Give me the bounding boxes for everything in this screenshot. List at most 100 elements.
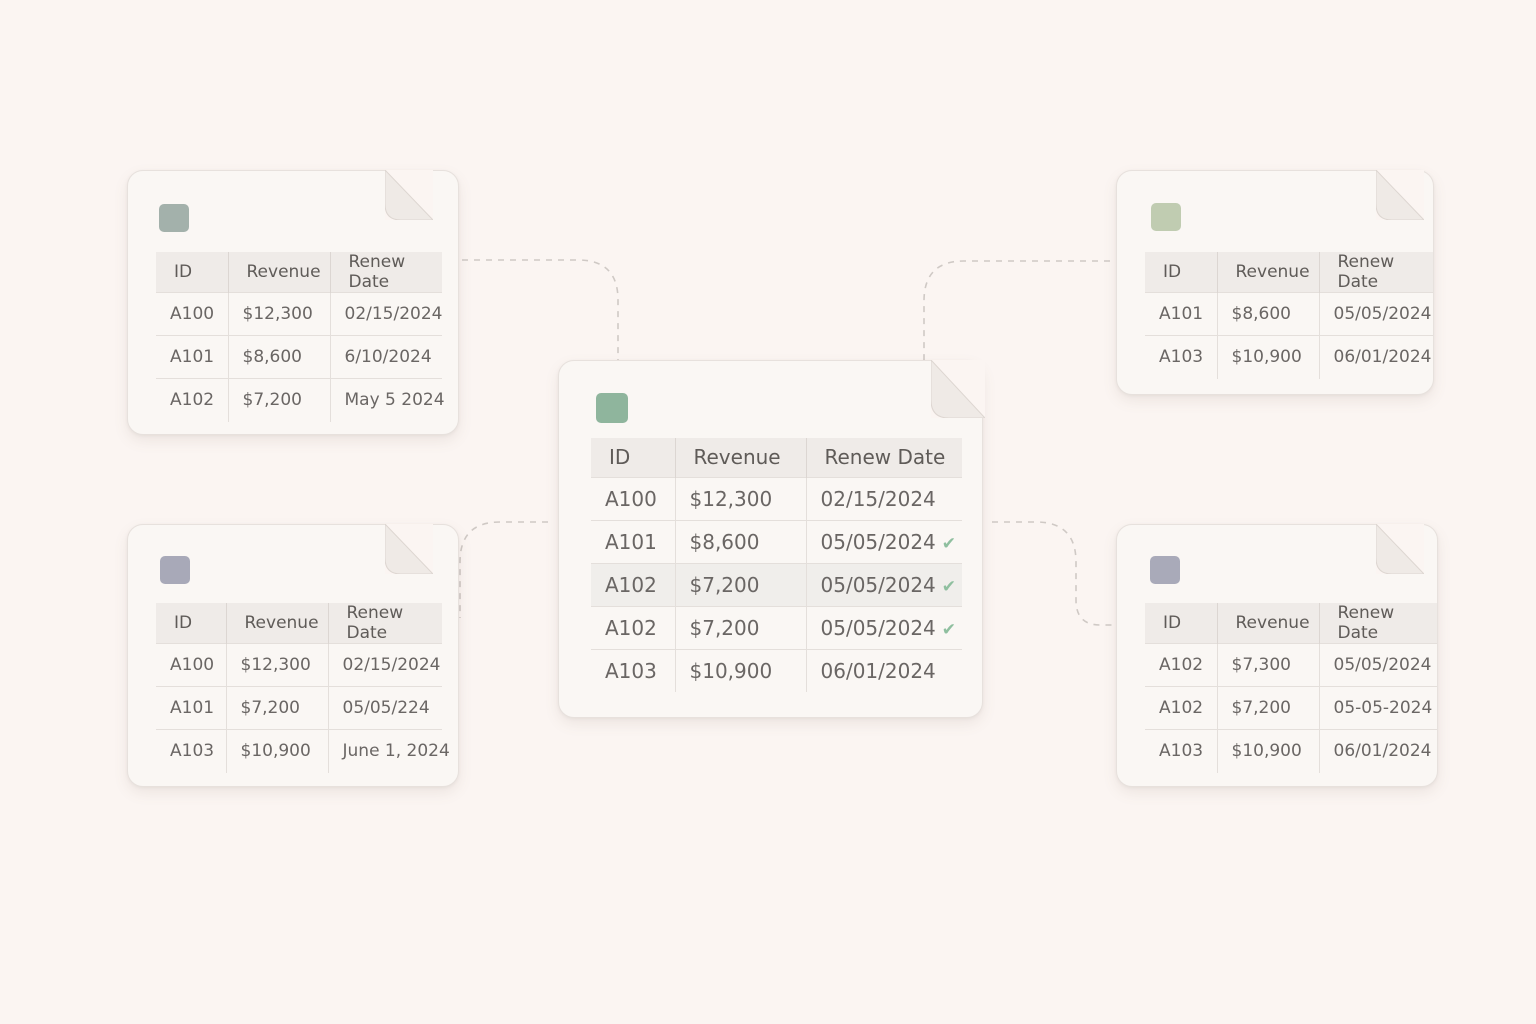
cell-revenue: $7,200 xyxy=(674,562,806,606)
table-row: A102 $7,200 05-05-2024 xyxy=(1145,686,1437,730)
check-icon: ✔ xyxy=(941,533,957,554)
table-row: A103 $10,900 06/01/2024 xyxy=(1145,335,1433,379)
cell-renew-date: June 1, 2024 xyxy=(327,729,450,773)
header-revenue: Revenue xyxy=(227,252,330,293)
header-renew-date: Renew Date xyxy=(329,252,442,293)
cell-revenue: $10,900 xyxy=(1216,335,1319,379)
cell-id: A100 xyxy=(156,643,226,687)
header-renew-date: Renew Date xyxy=(1318,252,1433,293)
cell-renew-date: 05/05/2024 xyxy=(1318,292,1433,336)
connector-bottom-left xyxy=(459,521,548,618)
cell-id: A102 xyxy=(591,562,675,606)
cell-id: A101 xyxy=(156,686,226,730)
check-icon: ✔ xyxy=(941,619,957,640)
folded-corner xyxy=(385,524,433,574)
table-row: A101 $8,600 05/05/2024 xyxy=(1145,292,1433,336)
table-row: A102 $7,200 05/05/2024 ✔ xyxy=(591,562,962,606)
cell-renew-date: 05/05/2024 ✔ xyxy=(805,605,962,649)
table-row: A102 $7,200 05/05/2024 ✔ xyxy=(591,605,962,649)
data-table: ID Revenue Renew Date A101 $8,600 05/05/20… xyxy=(1145,252,1433,379)
cell-id: A103 xyxy=(1145,729,1217,773)
folded-corner xyxy=(1376,524,1424,574)
header-revenue: Revenue xyxy=(1216,603,1319,644)
table-card-top-left: ID Revenue Renew Date A100 $12,300 02/15/2… xyxy=(127,170,459,435)
table-card-bottom-left: ID Revenue Renew Date A100 $12,300 02/15/2… xyxy=(127,524,459,787)
header-id: ID xyxy=(156,603,226,644)
cell-id: A101 xyxy=(156,335,228,379)
cell-revenue: $7,300 xyxy=(1216,643,1319,687)
cell-renew-date: 06/01/2024 xyxy=(805,648,962,692)
cell-revenue: $8,600 xyxy=(674,519,806,563)
cell-revenue: $10,900 xyxy=(1216,729,1319,773)
cell-renew-date: 05/05/224 xyxy=(327,686,442,730)
color-swatch xyxy=(1150,556,1180,584)
color-swatch xyxy=(160,556,190,584)
cell-revenue: $7,200 xyxy=(1216,686,1319,730)
cell-renew-date: 6/10/2024 xyxy=(329,335,442,379)
cell-revenue: $8,600 xyxy=(1216,292,1319,336)
cell-renew-date: 05/05/2024 ✔ xyxy=(805,519,962,563)
header-id: ID xyxy=(156,252,228,293)
color-swatch xyxy=(596,393,628,423)
table-row: A100 $12,300 02/15/2024 xyxy=(591,476,962,520)
cell-renew-date: 05/05/2024 xyxy=(1318,643,1437,687)
check-icon: ✔ xyxy=(941,576,957,597)
table-row: A103 $10,900 06/01/2024 xyxy=(1145,729,1437,773)
table-card-bottom-right: ID Revenue Renew Date A102 $7,300 05/05/20… xyxy=(1116,524,1438,787)
header-renew-date: Renew Date xyxy=(1318,603,1437,644)
cell-id: A102 xyxy=(156,378,228,422)
color-swatch xyxy=(1151,203,1181,231)
cell-revenue: $10,900 xyxy=(225,729,328,773)
data-table: ID Revenue Renew Date A100 $12,300 02/15/2… xyxy=(156,603,450,773)
cell-id: A102 xyxy=(1145,686,1217,730)
table-row: A103 $10,900 06/01/2024 xyxy=(591,648,962,692)
cell-renew-date: 02/15/2024 xyxy=(805,476,962,520)
cell-id: A102 xyxy=(591,605,675,649)
table-row: A103 $10,900 June 1, 2024 xyxy=(156,729,450,773)
cell-id: A103 xyxy=(156,729,226,773)
cell-id: A100 xyxy=(156,292,228,336)
cell-renew-date: 05-05-2024 xyxy=(1318,686,1437,730)
header-renew-date: Renew Date xyxy=(805,438,962,477)
header-revenue: Revenue xyxy=(225,603,328,644)
cell-id: A100 xyxy=(591,476,675,520)
table-row: A101 $8,600 6/10/2024 xyxy=(156,335,442,379)
cell-id: A103 xyxy=(1145,335,1217,379)
header-id: ID xyxy=(591,438,675,477)
cell-revenue: $12,300 xyxy=(225,643,328,687)
header-id: ID xyxy=(1145,252,1217,293)
cell-revenue: $12,300 xyxy=(674,476,806,520)
header-renew-date: Renew Date xyxy=(327,603,442,644)
color-swatch xyxy=(159,204,189,232)
table-row: A101 $7,200 05/05/224 xyxy=(156,686,442,730)
cell-renew-date: 02/15/2024 xyxy=(327,643,442,687)
cell-revenue: $8,600 xyxy=(227,335,330,379)
header-revenue: Revenue xyxy=(1216,252,1319,293)
data-table: ID Revenue Renew Date A102 $7,300 05/05/20… xyxy=(1145,603,1437,773)
cell-revenue: $10,900 xyxy=(674,648,806,692)
cell-id: A103 xyxy=(591,648,675,692)
table-row: A100 $12,300 02/15/2024 xyxy=(156,292,442,336)
connector-top-left xyxy=(450,259,619,360)
table-row: A102 $7,200 May 5 2024 xyxy=(156,378,445,422)
table-row: A100 $12,300 02/15/2024 xyxy=(156,643,442,687)
cell-renew-date: 06/01/2024 xyxy=(1318,729,1437,773)
table-card-center: ID Revenue Renew Date A100 $12,300 02/15/2… xyxy=(558,360,985,718)
connector-top-right xyxy=(923,260,1110,360)
connector-bottom-right xyxy=(992,521,1118,626)
header-id: ID xyxy=(1145,603,1217,644)
table-row: A101 $8,600 05/05/2024 ✔ xyxy=(591,519,962,563)
cell-revenue: $7,200 xyxy=(674,605,806,649)
data-table: ID Revenue Renew Date A100 $12,300 02/15/2… xyxy=(156,252,445,422)
folded-corner xyxy=(1376,170,1424,220)
table-card-top-right: ID Revenue Renew Date A101 $8,600 05/05/20… xyxy=(1116,170,1434,395)
table-row: A102 $7,300 05/05/2024 xyxy=(1145,643,1437,687)
cell-renew-date: 05/05/2024 ✔ xyxy=(805,562,962,606)
cell-id: A101 xyxy=(1145,292,1217,336)
header-revenue: Revenue xyxy=(674,438,806,477)
cell-renew-date: 06/01/2024 xyxy=(1318,335,1433,379)
cell-renew-date: 02/15/2024 xyxy=(329,292,442,336)
cell-id: A101 xyxy=(591,519,675,563)
cell-id: A102 xyxy=(1145,643,1217,687)
